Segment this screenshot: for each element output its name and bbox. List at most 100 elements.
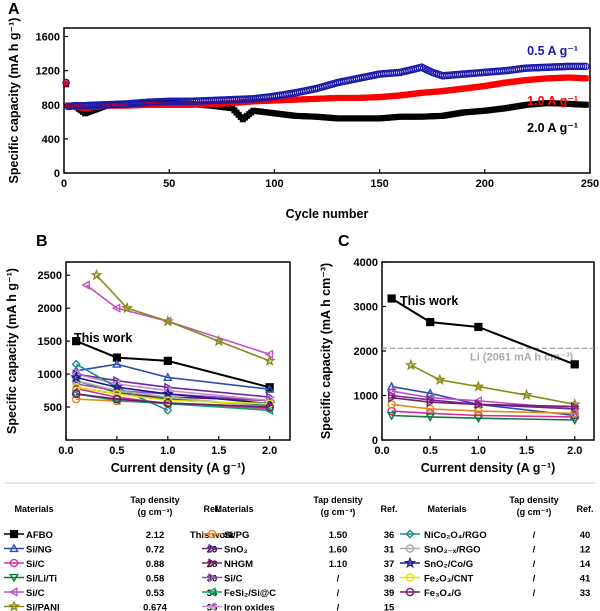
data-point [425,404,435,414]
legend-marker [8,587,18,597]
legend-ref: 15 [384,603,395,611]
legend-ref: 38 [384,574,395,585]
series-line [391,410,575,418]
data-point [474,322,483,332]
data-point [71,389,81,399]
series-line [391,403,575,415]
data-point [163,398,173,408]
legend-marker [405,544,415,553]
legend-material: Fe₃O₄/G [424,588,461,599]
data-point [388,392,397,403]
data-point [265,402,274,412]
y-tick-label: 2000 [38,303,62,315]
legend-header-materials: Materials [214,504,253,514]
legend-tap-density: / [337,588,340,599]
data-point [163,372,173,381]
series-line [75,340,270,389]
legend-ref: This work [190,530,235,541]
legend-tap-density: / [533,574,536,585]
legend-marker [9,558,19,568]
legend-header-tap-density: Tap density [130,495,179,505]
data-point [81,280,90,290]
data-point [70,371,83,383]
panel-letter-c: C [338,233,350,250]
x-tick-label: 1.5 [211,445,226,457]
x-tick-label: 200 [476,178,494,190]
x-tick-label: 250 [581,178,599,190]
legend-row: SnO₂/Co/G / 14 [400,556,591,570]
y-tick-label: 2500 [38,270,62,282]
y-tick-label: 1200 [36,66,60,78]
series-7 [387,400,580,418]
y-tick-label: 500 [44,402,62,414]
x-tick-label: 50 [163,178,175,190]
x-tick-label: 100 [265,178,283,190]
x-axis-title: Cycle number [286,207,369,221]
data-point [387,400,396,409]
legend-marker [208,543,218,554]
data-point [433,373,446,386]
annotation-this-work: This work [74,331,132,345]
data-point [426,317,435,327]
x-axis-title: Current density (A g⁻¹) [111,461,246,475]
data-point [386,411,397,421]
series-16 [71,389,274,412]
legend-row: FeSi₂/Si@C / 39 [202,587,395,599]
data-point [581,62,590,71]
x-tick-label: 1.5 [519,445,534,457]
x-tick-label: 1.0 [471,445,486,457]
legend-ref: 37 [384,559,395,570]
legend-ref: 40 [580,530,591,541]
data-point [582,101,589,108]
legend-tap-density: 0.674 [143,603,167,611]
data-point [163,396,173,405]
data-point [582,75,589,82]
legend-material: NiCo₂O₄/RGO [424,530,487,541]
legend-marker [405,529,415,539]
data-point [520,388,533,401]
legend-marker [9,529,19,539]
data-point [71,359,81,369]
legend-row: Si/PG 1.50 36 [202,529,394,541]
y-tick-label: 1500 [38,336,62,348]
legend-ref: 39 [384,588,395,599]
data-point [163,405,173,415]
y-axis-title: Specific capacity (mA h cm⁻³) [319,263,333,439]
series-line [76,376,270,405]
legend-tap-density: 2.12 [146,530,165,541]
legend-material: FeSi₂/Si@C [224,588,276,599]
x-tick-label: 150 [370,178,388,190]
legend-material: Si/NG [26,545,52,556]
legend-material: Si/C [26,588,45,599]
data-point [112,359,122,368]
legend-header-ref: Ref. [203,504,220,514]
data-point [111,303,121,313]
legend-marker [207,529,217,539]
series-4 [81,280,274,360]
y-tick-label: 1600 [36,32,60,44]
legend-tap-density: 1.50 [329,530,348,541]
data-point [72,379,82,389]
series-line [76,383,270,402]
data-point [265,399,274,409]
series-line [76,386,270,405]
legend-row: Si/PANI 0.674 35 [4,600,218,611]
legend-tap-density: / [337,574,340,585]
legend-header-tap-units: (g cm⁻³) [517,507,552,517]
legend-marker [208,558,218,568]
legend-marker [404,556,416,569]
plot-frame [63,27,591,174]
data-point [577,62,586,71]
data-point [425,413,435,422]
y-axis-title: Specific capacity (mA h g⁻¹) [5,268,19,434]
y-tick-label: 0 [54,168,60,180]
legend-header-tap-units: (g cm⁻³) [321,507,356,517]
legend-marker [9,573,19,583]
legend-row: Si/C 0.53 34 [4,587,218,599]
legend-material: Si/C [26,559,45,570]
plot-frame [65,261,291,441]
legend-header-tap-density: Tap density [313,495,362,505]
legend-header-ref: Ref. [576,504,593,514]
legend-table: Materials Tap density (g cm⁻³) Ref. AFBO 2.12… [4,482,595,611]
